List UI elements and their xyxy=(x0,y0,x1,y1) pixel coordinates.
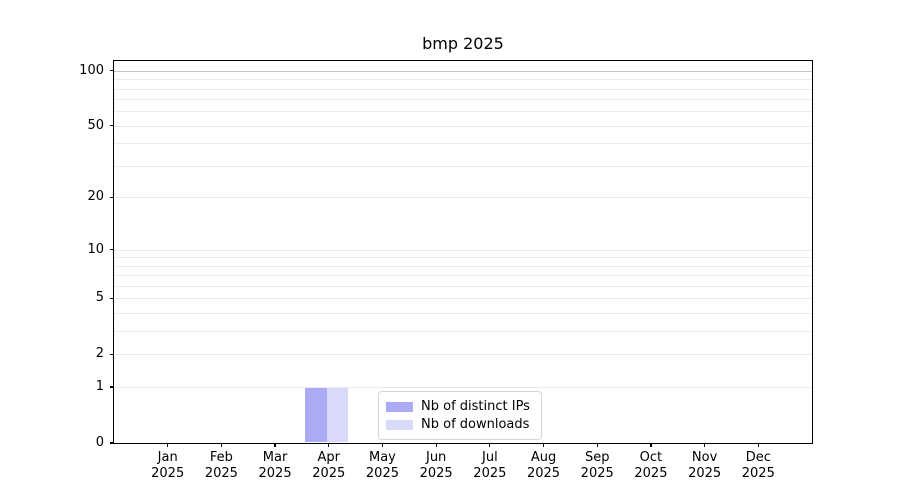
x-tick-label-jan: Jan 2025 xyxy=(151,450,185,481)
gridline-minor-y-40 xyxy=(114,143,812,145)
x-tick-nov xyxy=(704,443,706,447)
x-tick-label-apr: Apr 2025 xyxy=(312,450,346,481)
x-tick-oct xyxy=(650,443,652,447)
x-tick-jan xyxy=(167,443,169,447)
x-tick-sep xyxy=(596,443,598,447)
y-tick-label-5: 5 xyxy=(95,290,104,306)
legend-label-downloads: Nb of downloads xyxy=(421,417,530,432)
y-tick-10 xyxy=(110,248,114,251)
gridline-y-20 xyxy=(114,197,812,199)
gridline-minor-y-8 xyxy=(114,265,812,267)
gridline-y-100 xyxy=(114,70,812,72)
y-tick-50 xyxy=(110,125,114,127)
gridline-y-2 xyxy=(114,354,812,356)
gridline-minor-y-3 xyxy=(114,331,812,333)
legend-label-distinct-ips: Nb of distinct IPs xyxy=(421,399,530,414)
gridline-minor-y-7 xyxy=(114,275,812,277)
x-tick-label-sep: Sep 2025 xyxy=(580,450,614,481)
legend-swatch-distinct-ips xyxy=(386,401,413,412)
y-tick-label-10: 10 xyxy=(87,241,104,257)
x-tick-label-jul: Jul 2025 xyxy=(473,450,507,481)
gridline-y-1 xyxy=(114,387,812,389)
legend: Nb of distinct IPs Nb of downloads xyxy=(378,391,542,440)
gridline-minor-y-60 xyxy=(114,111,812,113)
y-tick-20 xyxy=(110,196,114,199)
y-tick-100 xyxy=(110,70,114,72)
x-tick-feb xyxy=(220,443,222,447)
gridline-y-50 xyxy=(114,125,812,127)
x-tick-label-oct: Oct 2025 xyxy=(634,450,668,481)
gridline-minor-y-9 xyxy=(114,257,812,259)
gridline-minor-y-70 xyxy=(114,99,812,101)
y-tick-2 xyxy=(110,353,114,355)
gridline-minor-y-4 xyxy=(114,313,812,315)
x-tick-apr xyxy=(328,443,330,447)
x-tick-aug xyxy=(542,443,545,447)
plot-area: Nb of distinct IPs Nb of downloads xyxy=(114,61,812,443)
legend-item-downloads: Nb of downloads xyxy=(386,416,534,433)
x-tick-label-mar: Mar 2025 xyxy=(258,450,292,481)
bar-downloads-apr xyxy=(326,387,349,442)
x-tick-label-dec: Dec 2025 xyxy=(741,450,775,481)
gridline-minor-y-90 xyxy=(114,79,812,81)
y-tick-5 xyxy=(110,297,114,300)
x-tick-label-nov: Nov 2025 xyxy=(688,450,722,481)
gridline-y-5 xyxy=(114,298,812,300)
x-tick-label-jun: Jun 2025 xyxy=(419,450,453,481)
gridline-minor-y-30 xyxy=(114,166,812,168)
gridline-y-10 xyxy=(114,249,812,251)
gridline-minor-y-6 xyxy=(114,286,812,288)
x-tick-jun xyxy=(435,443,437,447)
x-tick-mar xyxy=(274,443,276,447)
x-tick-label-aug: Aug 2025 xyxy=(526,450,561,481)
y-tick-label-2: 2 xyxy=(95,346,104,362)
x-tick-jul xyxy=(489,443,491,447)
bar-distinct-ips-apr xyxy=(305,387,327,442)
x-tick-may xyxy=(381,443,384,447)
gridline-minor-y-80 xyxy=(114,88,812,90)
y-tick-0 xyxy=(110,442,114,444)
legend-item-distinct-ips: Nb of distinct IPs xyxy=(386,398,534,415)
y-tick-label-100: 100 xyxy=(79,62,104,78)
x-tick-dec xyxy=(757,443,759,447)
y-tick-label-50: 50 xyxy=(87,117,104,133)
x-tick-label-may: May 2025 xyxy=(365,450,399,481)
y-tick-label-0: 0 xyxy=(95,435,104,450)
y-tick-label-20: 20 xyxy=(87,189,104,205)
legend-swatch-downloads xyxy=(386,419,413,430)
x-tick-label-feb: Feb 2025 xyxy=(204,450,238,481)
chart-title: bmp 2025 xyxy=(422,34,504,53)
y-tick-1 xyxy=(110,386,114,388)
y-tick-label-1: 1 xyxy=(95,379,104,395)
